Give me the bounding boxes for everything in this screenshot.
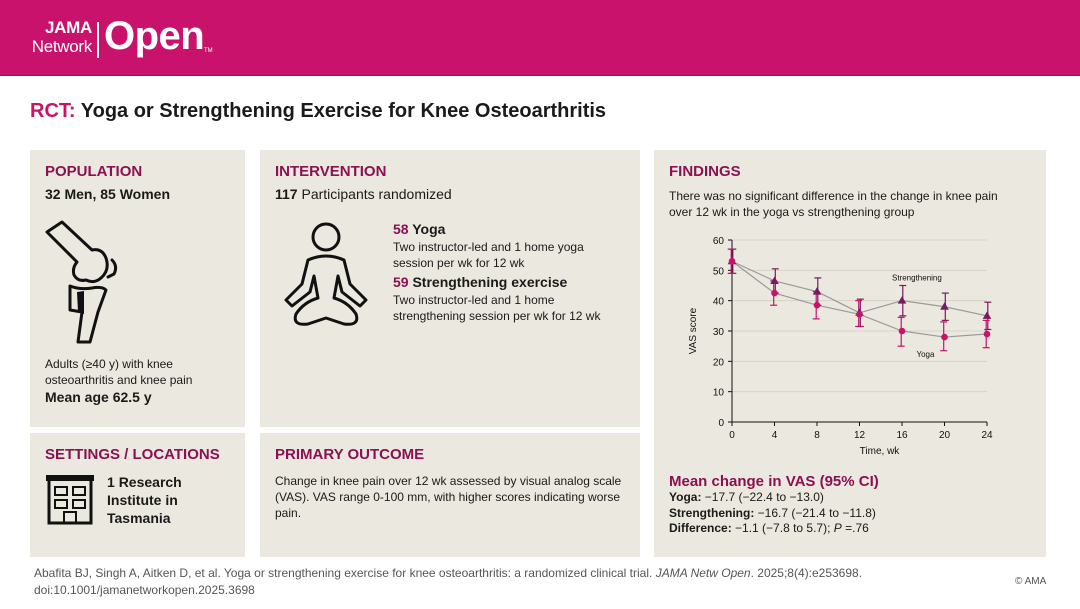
result-strengthening-label: Strengthening: [669, 505, 755, 520]
yoga-count: 58 [393, 221, 409, 237]
outcome-text: Change in knee pain over 12 wk assessed … [275, 474, 622, 520]
strengthening-name: Strengthening exercise [412, 274, 568, 290]
yoga-point [728, 257, 736, 265]
x-tick-label: 12 [854, 430, 866, 441]
intervention-panel: INTERVENTION 117 Participants randomized… [260, 150, 640, 427]
yoga-point [941, 333, 948, 341]
population-heading: POPULATION [45, 163, 143, 180]
vas-line-chart: 0 10 20 30 40 50 60 0 4 8 12 16 20 24 Time, wk VAS scor… [688, 236, 993, 457]
findings-heading: FINDINGS [669, 163, 741, 180]
y-tick-label: 0 [718, 418, 724, 429]
building-icon [46, 475, 94, 525]
logo-network-text: Network [31, 37, 93, 56]
title-text: Yoga or Strengthening Exercise for Knee … [80, 100, 607, 122]
result-difference-value: −1.1 (−7.8 to 5.7); [735, 521, 831, 535]
meditation-person-icon [284, 222, 368, 326]
strengthening-point [940, 302, 949, 310]
strengthening-arm-title: 59 Strengthening exercise [393, 274, 623, 290]
intervention-randomized: 117 Participants randomized [275, 186, 452, 202]
x-tick-label: 20 [939, 430, 951, 441]
strengthening-count: 59 [393, 274, 409, 290]
settings-text-c: Tasmania [107, 510, 171, 526]
result-yoga-label: Yoga: [669, 490, 702, 504]
strengthening-point [897, 296, 907, 304]
y-tick-label: 60 [713, 236, 725, 247]
yoga-name: Yoga [412, 221, 446, 237]
result-strengthening-value: −16.7 (−21.4 to −11.8) [757, 505, 876, 520]
population-panel: POPULATION 32 Men, 85 Women Adults (≥40 … [30, 150, 245, 427]
y-tick-label: 20 [713, 357, 725, 368]
yoga-arm-desc: Two instructor-led and 1 home yoga sessi… [393, 240, 584, 270]
citation-doi[interactable]: doi:10.1001/jamanetworkopen.2025.3698 [34, 583, 255, 597]
p-value: =.76 [841, 521, 869, 535]
settings-text-b: Institute in [107, 492, 178, 508]
settings-heading: SETTINGS / LOCATIONS [45, 446, 220, 463]
population-counts: 32 Men, 85 Women [45, 186, 171, 202]
randomized-label: Participants randomized [301, 186, 452, 202]
settings-text-a: Research [118, 474, 182, 490]
yoga-arm: 58 Yoga Two instructor-led and 1 home yo… [393, 221, 623, 271]
intervention-heading: INTERVENTION [275, 163, 387, 180]
strengthening-point [982, 311, 992, 319]
y-tick-label: 10 [713, 388, 725, 399]
header-banner: JAMA Network Open TM [0, 0, 1080, 76]
yoga-point [813, 301, 821, 309]
mean-change-results: Yoga: −17.7 (−22.4 to −13.0) Strengtheni… [669, 490, 1029, 537]
population-description: Adults (≥40 y) with knee osteoarthritis … [45, 357, 193, 387]
strengthening-point [812, 287, 822, 295]
result-yoga-value: −17.7 (−22.4 to −13.0) [704, 490, 824, 504]
findings-panel: FINDINGS There was no significant differ… [654, 150, 1046, 557]
citation-journal: JAMA Netw Open [655, 566, 751, 580]
result-yoga: Yoga: −17.7 (−22.4 to −13.0) [669, 490, 1029, 506]
yoga-point [983, 330, 991, 338]
copyright: © AMA [1015, 576, 1047, 587]
yoga-point [771, 289, 778, 297]
logo-jama-text: JAMA [45, 18, 92, 37]
result-difference: Difference: −1.1 (−7.8 to 5.7); P =.76 [669, 521, 1029, 537]
knee-joint-icon [45, 220, 118, 344]
citation: Abafita BJ, Singh A, Aitken D, et al. Yo… [34, 565, 934, 599]
citation-text-b: . 2025;8(4):e253698. [750, 566, 863, 580]
title-prefix: RCT: [30, 100, 76, 122]
citation-text-a: Abafita BJ, Singh A, Aitken D, et al. Yo… [34, 566, 656, 580]
result-strengthening: Strengthening: −16.7 (−21.4 to −11.8) [669, 506, 1029, 522]
randomized-count: 117 [275, 186, 298, 202]
settings-count: 1 [107, 474, 115, 490]
logo-divider [97, 22, 99, 58]
settings-location: 1 Research Institute in Tasmania [107, 473, 232, 527]
p-label: P [833, 521, 842, 535]
page-title: RCT: Yoga or Strengthening Exercise for … [30, 100, 606, 123]
mean-change-heading: Mean change in VAS (95% CI) [669, 473, 879, 490]
y-tick-label: 30 [713, 327, 725, 338]
yoga-point [898, 327, 906, 335]
x-axis-label: Time, wk [860, 446, 901, 457]
logo-open-text: Open [104, 14, 205, 58]
x-tick-label: 24 [981, 430, 993, 441]
result-difference-label: Difference: [669, 521, 732, 535]
series-line-strengthening [731, 260, 988, 317]
x-tick-label: 4 [772, 430, 778, 441]
x-tick-label: 8 [814, 430, 820, 441]
population-mean-age: Mean age 62.5 y [45, 389, 152, 405]
outcome-heading: PRIMARY OUTCOME [275, 446, 425, 463]
y-tick-label: 40 [713, 297, 725, 308]
strengthening-arm: 59 Strengthening exercise Two instructor… [393, 274, 623, 324]
strengthening-point [770, 276, 779, 284]
x-tick-label: 0 [729, 430, 735, 441]
series-label-strengthening: Strengthening [892, 274, 942, 283]
yoga-point [856, 311, 863, 318]
yoga-arm-title: 58 Yoga [393, 221, 623, 237]
x-tick-label: 16 [896, 430, 908, 441]
y-axis-label: VAS score [688, 307, 699, 354]
series-label-yoga: Yoga [917, 350, 936, 359]
settings-panel: SETTINGS / LOCATIONS 1 Research Institute… [30, 433, 245, 557]
outcome-panel: PRIMARY OUTCOME Change in knee pain over… [260, 433, 640, 557]
strengthening-arm-desc: Two instructor-led and 1 home strengthen… [393, 293, 601, 323]
findings-summary: There was no significant difference in t… [669, 189, 998, 219]
logo-trademark: TM [204, 48, 213, 54]
y-tick-label: 50 [713, 266, 725, 277]
